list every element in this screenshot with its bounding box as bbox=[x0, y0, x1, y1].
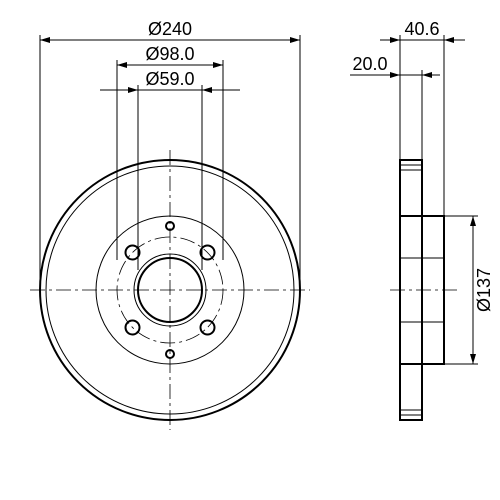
dim-label: Ø59.0 bbox=[145, 69, 194, 89]
dimensions: Ø240 Ø98.0 Ø59.0 40.6 bbox=[40, 19, 494, 364]
bolt-hole bbox=[201, 321, 215, 335]
bolt-hole bbox=[126, 246, 140, 260]
dim-label: Ø137 bbox=[474, 268, 494, 312]
side-view bbox=[390, 160, 460, 420]
dim-label: Ø98.0 bbox=[145, 44, 194, 64]
dim-label: Ø240 bbox=[148, 19, 192, 39]
dim-disc-thickness: 20.0 bbox=[350, 54, 440, 160]
dim-label: 20.0 bbox=[352, 54, 387, 74]
front-view bbox=[30, 150, 310, 430]
technical-drawing: Ø240 Ø98.0 Ø59.0 40.6 bbox=[0, 0, 500, 500]
dim-label: 40.6 bbox=[404, 19, 439, 39]
